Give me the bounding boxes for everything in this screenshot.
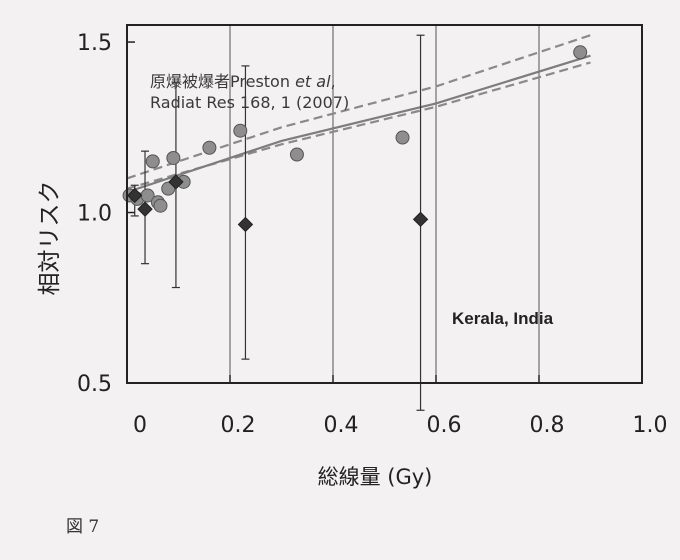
preston-annotation-ref: Radiat Res 168, 1 (2007) [150,93,349,112]
x-tick-label: 0.2 [221,413,256,438]
circle-point [395,130,410,145]
fit-line [126,54,591,194]
diamond-point [412,211,429,228]
x-tick-label: 0 [133,413,147,438]
kerala-annotation: Kerala, India [452,309,554,328]
x-tick-label: 0.4 [324,413,359,438]
x-tick-label: 1.0 [633,413,668,438]
circle-point [573,45,588,60]
preston-annotation-part3: , [331,72,336,91]
preston-annotation: 原爆被爆者Preston et al, [150,72,336,91]
diamond-point [137,201,153,217]
confidence-band [126,34,591,190]
y-axis-label: 相対リスク [37,181,63,296]
preston-annotation-part1: 原爆被爆者Preston [150,72,295,91]
diamond-point [168,174,184,190]
plot-frame [126,24,643,384]
x-tick-label: 0.6 [427,413,462,438]
diamond-point [127,187,143,204]
figure-number: 図 7 [66,517,100,537]
circle-point [145,154,160,169]
circle-point [153,198,168,213]
y-tick-label: 1.0 [77,202,112,227]
circle-point [161,181,176,196]
grid-layer [229,25,540,383]
preston-annotation-part2: et al [295,72,331,91]
x-tick-label: 0.8 [530,413,565,438]
y-tick-label: 0.5 [77,372,112,397]
x-axis-label: 総線量 (Gy) [318,465,433,489]
diamond-point [237,216,254,233]
band-upper [126,34,591,180]
circle-point [166,150,181,165]
y-tick-label: 1.5 [77,31,112,56]
circle-point [202,140,217,155]
data-points [122,45,588,233]
error-bars [130,34,425,411]
fit-curve [126,54,591,194]
circle-point [289,147,304,162]
circle-point [233,123,248,138]
axis-ticks: 0 0.2 0.4 0.6 0.8 1.0 0.5 1.0 1.5 [77,31,668,438]
band-lower [126,61,591,190]
